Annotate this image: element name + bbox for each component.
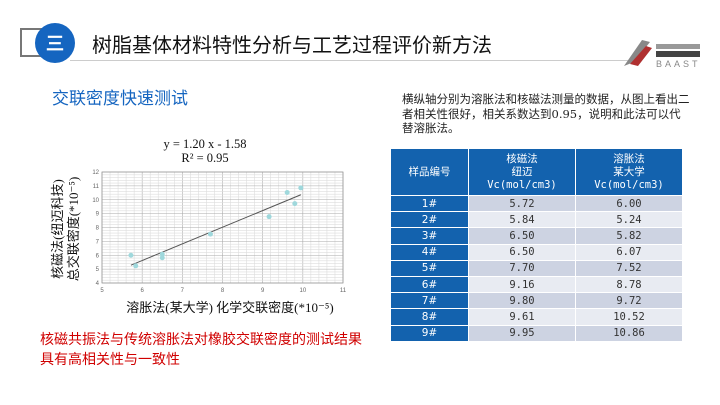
description-text: 横纵轴分别为溶胀法和核磁法测量的数据，从图上看出二者相关性很好，相关系数达到0.… xyxy=(402,92,690,135)
x-tick-label: 10 xyxy=(299,288,306,294)
y-tick-label: 4 xyxy=(96,281,100,287)
header-text: 纽迈 xyxy=(511,165,533,178)
page-title: 树脂基体材料特性分析与工艺过程评价新方法 xyxy=(92,33,492,57)
table-row: 1# 5.72 6.00 xyxy=(390,194,683,213)
cell-swelling: 6.00 xyxy=(575,194,683,213)
table-row: 7# 9.80 9.72 xyxy=(390,292,683,310)
y-axis-label: 核磁法(纽迈科技) 总交联密度(*10⁻⁵) xyxy=(50,170,90,290)
cell-sample-id: 1# xyxy=(390,194,469,213)
cell-sample-id: 2# xyxy=(390,211,469,229)
data-point xyxy=(292,201,298,207)
header-nmr: 核磁法 纽迈 Vc(mol/cm3) xyxy=(468,148,576,196)
data-table: 样品编号 核磁法 纽迈 Vc(mol/cm3) 溶胀法 某大学 Vc(mol/cm3) … xyxy=(390,148,683,342)
data-point xyxy=(128,252,134,258)
cell-swelling: 10.86 xyxy=(575,324,683,342)
table-row: 2# 5.84 5.24 xyxy=(390,211,683,229)
y-tick-label: 12 xyxy=(92,170,99,176)
table-row: 3# 6.50 5.82 xyxy=(390,227,683,245)
cell-sample-id: 6# xyxy=(390,275,469,294)
header-unit: Vc(mol/cm3) xyxy=(594,178,664,191)
y-axis-label-line1: 核磁法(纽迈科技) xyxy=(50,179,65,279)
cell-sample-id: 3# xyxy=(390,227,469,245)
x-axis-label: 溶胀法(某大学) 化学交联密度(*10⁻⁵) xyxy=(126,300,334,315)
table-row: 6# 9.16 8.78 xyxy=(390,275,683,294)
y-tick-label: 10 xyxy=(92,198,99,204)
cell-swelling: 7.52 xyxy=(575,259,683,277)
regression-equation: y = 1.20 x - 1.58 xyxy=(163,137,247,151)
header-sample-id: 样品编号 xyxy=(390,148,469,196)
y-tick-label: 7 xyxy=(96,239,100,245)
data-point xyxy=(207,231,213,237)
data-point xyxy=(159,251,165,257)
chart-equation: y = 1.20 x - 1.58 R² = 0.95 xyxy=(140,137,270,165)
y-tick-label: 11 xyxy=(93,184,100,190)
header-unit: Vc(mol/cm3) xyxy=(487,178,557,191)
header-swelling: 溶胀法 某大学 Vc(mol/cm3) xyxy=(575,148,683,196)
x-tick-label: 7 xyxy=(181,288,185,294)
header-text: 核磁法 xyxy=(506,152,538,165)
cell-nmr: 7.70 xyxy=(468,259,576,277)
trendline xyxy=(130,194,302,266)
y-axis-label-line2: 总交联密度(*10⁻⁵) xyxy=(66,176,81,282)
cell-swelling: 5.82 xyxy=(575,227,683,245)
cell-nmr: 5.84 xyxy=(468,211,576,229)
cell-swelling: 10.52 xyxy=(575,308,683,326)
r-squared: R² = 0.95 xyxy=(181,151,229,165)
data-point xyxy=(133,263,139,269)
header-text: 样品编号 xyxy=(408,165,451,178)
y-tick-label: 6 xyxy=(96,253,100,259)
cell-sample-id: 4# xyxy=(390,243,469,261)
cell-nmr: 6.50 xyxy=(468,243,576,261)
logo: BAAST xyxy=(624,40,701,69)
plot-area xyxy=(101,171,344,284)
table-row: 5# 7.70 7.52 xyxy=(390,259,683,277)
logo-text: BAAST xyxy=(656,59,701,69)
table-row: 4# 6.50 6.07 xyxy=(390,243,683,261)
x-tick-label: 9 xyxy=(261,288,265,294)
cell-sample-id: 7# xyxy=(390,292,469,310)
table-row: 8# 9.61 10.52 xyxy=(390,308,683,326)
cell-sample-id: 9# xyxy=(390,324,469,342)
x-tick-label: 6 xyxy=(140,288,144,294)
cell-swelling: 6.07 xyxy=(575,243,683,261)
cell-sample-id: 5# xyxy=(390,259,469,277)
title-divider xyxy=(70,60,630,61)
cell-nmr: 6.50 xyxy=(468,227,576,245)
y-tick-label: 9 xyxy=(96,212,100,218)
y-tick-label: 8 xyxy=(96,226,100,232)
section-subtitle: 交联密度快速测试 xyxy=(52,89,188,109)
section-badge: 三 xyxy=(35,23,75,63)
cell-nmr: 9.61 xyxy=(468,308,576,326)
x-tick-label: 8 xyxy=(221,288,225,294)
cell-nmr: 9.16 xyxy=(468,275,576,294)
cell-nmr: 9.95 xyxy=(468,324,576,342)
table-row: 9# 9.95 10.86 xyxy=(390,324,683,342)
table-header-row: 样品编号 核磁法 纽迈 Vc(mol/cm3) 溶胀法 某大学 Vc(mol/cm3) xyxy=(390,148,683,196)
title-frame xyxy=(20,28,46,57)
data-point xyxy=(284,190,290,196)
cell-swelling: 8.78 xyxy=(575,275,683,294)
data-point xyxy=(266,214,272,220)
cell-swelling: 5.24 xyxy=(575,211,683,229)
data-point xyxy=(298,185,304,191)
cell-sample-id: 8# xyxy=(390,308,469,326)
x-tick-label: 5 xyxy=(100,288,104,294)
conclusion-text: 核磁共振法与传统溶胀法对橡胶交联密度的测试结果具有高相关性与一致性 xyxy=(40,332,362,368)
cell-nmr: 9.80 xyxy=(468,292,576,310)
data-point xyxy=(159,255,165,261)
header-text: 某大学 xyxy=(613,165,645,178)
cell-swelling: 9.72 xyxy=(575,292,683,310)
header-text: 溶胀法 xyxy=(613,152,645,165)
y-tick-label: 5 xyxy=(96,267,100,273)
x-tick-label: 11 xyxy=(340,288,347,294)
cell-nmr: 5.72 xyxy=(468,194,576,213)
